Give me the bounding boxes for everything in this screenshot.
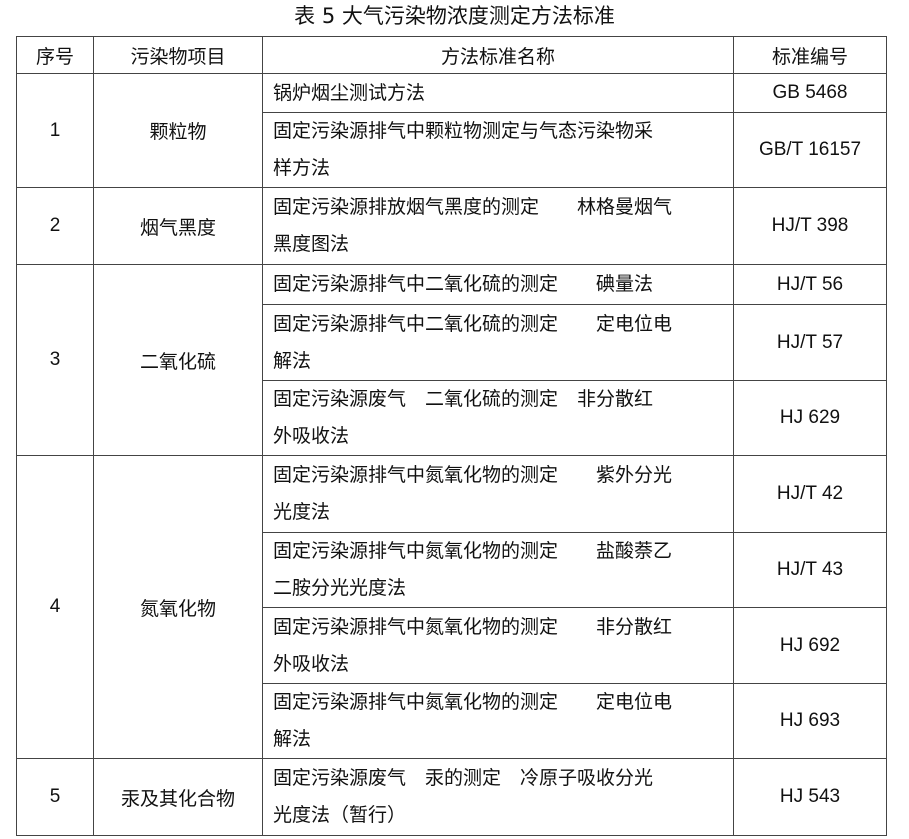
method-name: 固定污染源排气中氮氧化物的测定 盐酸萘乙 二胺分光光度法 — [262, 532, 734, 608]
table-row: 2 烟气黑度 固定污染源排放烟气黑度的测定 林格曼烟气 黑度图法 HJ/T 398 — [16, 187, 887, 265]
header-code: 标准编号 — [733, 36, 887, 74]
table-title: 表 5 大气污染物浓度测定方法标准 — [294, 4, 615, 28]
header-method: 方法标准名称 — [262, 36, 734, 74]
pollutant-item: 汞及其化合物 — [93, 758, 263, 836]
method-name: 固定污染源废气 汞的测定 冷原子吸收分光 光度法（暂行） — [262, 758, 734, 836]
table-row: 4 氮氧化物 固定污染源排气中氮氧化物的测定 紫外分光 光度法 HJ/T 42 — [16, 455, 887, 759]
method-name: 固定污染源排气中氮氧化物的测定 定电位电 解法 — [262, 683, 734, 759]
table-row: 3 二氧化硫 固定污染源排气中二氧化硫的测定 碘量法 HJ/T 56 — [16, 264, 887, 456]
standard-code: HJ 692 — [733, 607, 887, 684]
table-row: 固定污染源排气中二氧化硫的测定 定电位电 解法 HJ/T 57 — [17, 304, 887, 381]
standard-code: HJ/T 43 — [733, 532, 887, 608]
method-name: 固定污染源排气中氮氧化物的测定 紫外分光 光度法 — [262, 455, 734, 533]
standard-code: HJ/T 398 — [733, 187, 887, 265]
header-item: 污染物项目 — [93, 36, 263, 74]
table-row: 1 颗粒物 锅炉烟尘测试方法 GB 5468 — [16, 73, 887, 188]
method-name: 固定污染源排放烟气黑度的测定 林格曼烟气 黑度图法 — [262, 187, 734, 265]
row-number: 4 — [16, 455, 94, 759]
method-name: 固定污染源排气中颗粒物测定与气态污染物采 样方法 — [262, 112, 734, 188]
row-number: 2 — [16, 187, 94, 265]
standard-code: GB/T 16157 — [733, 112, 887, 188]
standard-code: HJ 693 — [733, 683, 887, 759]
standard-code: HJ 629 — [733, 380, 887, 456]
method-name: 固定污染源废气 二氧化硫的测定 非分散红 外吸收法 — [262, 380, 734, 456]
standard-code: HJ/T 56 — [733, 264, 887, 305]
standards-table: 序号 污染物项目 方法标准名称 标准编号 1 颗粒物 锅炉烟尘测试方法 GB 5468… — [16, 36, 887, 836]
method-name: 固定污染源排气中二氧化硫的测定 定电位电 解法 — [262, 304, 734, 381]
row-number: 1 — [16, 73, 94, 188]
table-row: 固定污染源排气中氮氧化物的测定 定电位电 解法 HJ 693 — [17, 683, 887, 759]
header-row: 序号 污染物项目 方法标准名称 标准编号 — [16, 36, 887, 74]
standard-code: HJ 543 — [733, 758, 887, 836]
header-no: 序号 — [16, 36, 94, 74]
pollutant-item: 烟气黑度 — [93, 187, 263, 265]
row-number: 3 — [16, 264, 94, 456]
pollutant-item: 颗粒物 — [93, 73, 263, 188]
standard-code: GB 5468 — [733, 73, 887, 113]
pollutant-item: 二氧化硫 — [93, 264, 263, 456]
standard-code: HJ/T 57 — [733, 304, 887, 381]
table-row: 固定污染源排气中氮氧化物的测定 非分散红 外吸收法 HJ 692 — [17, 607, 887, 684]
standard-code: HJ/T 42 — [733, 455, 887, 533]
method-name: 固定污染源排气中二氧化硫的测定 碘量法 — [262, 264, 734, 305]
table-row: 固定污染源废气 二氧化硫的测定 非分散红 外吸收法 HJ 629 — [17, 380, 887, 456]
table-row: 固定污染源排气中颗粒物测定与气态污染物采 样方法 GB/T 16157 — [17, 112, 887, 188]
method-name: 锅炉烟尘测试方法 — [262, 73, 734, 113]
method-name: 固定污染源排气中氮氧化物的测定 非分散红 外吸收法 — [262, 607, 734, 684]
table-row: 5 汞及其化合物 固定污染源废气 汞的测定 冷原子吸收分光 光度法（暂行） HJ 54… — [16, 758, 887, 836]
row-number: 5 — [16, 758, 94, 836]
pollutant-item: 氮氧化物 — [93, 455, 263, 759]
